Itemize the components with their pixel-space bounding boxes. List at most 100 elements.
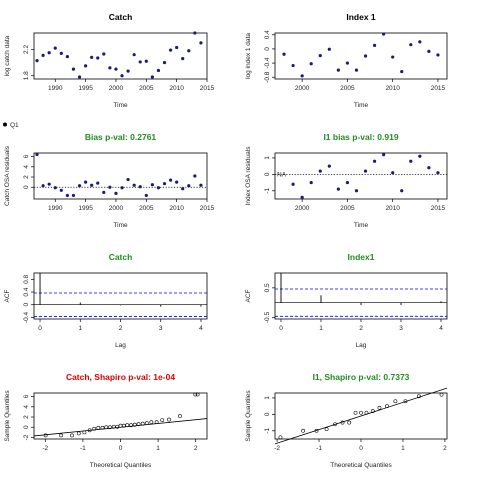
legend-label: Q1	[10, 122, 19, 129]
y-tick-label: -0.5	[264, 312, 271, 324]
x-tick-label: -2	[274, 445, 280, 452]
data-point	[314, 428, 319, 433]
data-point	[160, 418, 165, 422]
data-point	[108, 66, 112, 70]
data-point	[156, 68, 161, 73]
x-axis-label: Theoretical Quantiles	[90, 462, 152, 469]
data-point	[144, 421, 149, 426]
data-point	[282, 52, 286, 56]
data-point	[132, 183, 136, 187]
data-point	[354, 189, 359, 193]
x-tick-label: -1	[316, 445, 322, 452]
data-point	[96, 425, 101, 430]
data-point	[324, 427, 329, 432]
data-point	[372, 43, 377, 47]
data-point	[187, 184, 191, 188]
data-point	[168, 178, 173, 182]
data-point	[102, 52, 106, 56]
plot-frame	[274, 272, 448, 320]
x-tick-label: 0	[279, 325, 283, 332]
panel-qq-index1: I1, Shapiro p-val: 0.7373 -2 -1 0 1 2 -1 0 1 Theo…	[245, 372, 448, 469]
x-tick-label: 2010	[169, 205, 184, 212]
y-axis-label: Sample Quantiles	[245, 390, 252, 442]
x-tick-label: -2	[42, 445, 48, 452]
x-tick-label: 2	[359, 325, 363, 332]
legend-marker	[3, 122, 7, 127]
x-tick-label: 2010	[169, 85, 184, 92]
data-point	[90, 55, 94, 59]
data-point	[193, 174, 197, 178]
data-point	[120, 186, 124, 190]
data-point	[125, 423, 130, 428]
data-point	[35, 59, 39, 63]
data-point	[377, 405, 382, 410]
data-point	[96, 56, 100, 60]
data-point	[104, 425, 109, 430]
y-tick-label: 0.5	[264, 283, 271, 292]
data-point	[193, 31, 197, 35]
data-point	[132, 53, 136, 57]
data-point	[300, 74, 304, 78]
data-point	[59, 51, 63, 55]
data-point	[364, 410, 369, 415]
data-point	[59, 188, 63, 192]
data-point	[92, 426, 97, 431]
data-point	[382, 153, 386, 157]
y-tick-label: 1	[264, 396, 271, 400]
y-tick-label: 6	[23, 154, 30, 158]
y-tick-label: 0	[23, 303, 30, 307]
y-axis-label: ACF	[245, 289, 252, 302]
data-point	[77, 75, 82, 79]
plot-frame	[33, 392, 208, 440]
x-tick-label: 0	[119, 445, 123, 452]
data-point	[118, 423, 123, 428]
x-tick-label: 2015	[431, 85, 446, 92]
data-point	[83, 64, 88, 68]
x-tick-label: 1995	[78, 85, 93, 92]
data-point	[400, 189, 404, 193]
data-point	[193, 392, 198, 397]
panel-title: Bias p-val: 0.2761	[85, 132, 157, 142]
data-point	[327, 164, 331, 168]
y-axis-label: Sample Quantiles	[4, 390, 11, 442]
x-tick-label: 3	[159, 325, 163, 332]
panel-acf-index1: Index1 0 1 2 3 4 -0.5 0.5 Lag ACF	[245, 252, 448, 349]
data-point	[47, 51, 51, 55]
data-point	[65, 193, 69, 198]
x-tick-label: 0	[38, 325, 42, 332]
data-point	[167, 417, 171, 422]
data-point	[154, 420, 159, 425]
data-point	[144, 59, 148, 63]
data-point	[403, 399, 408, 404]
x-tick-label: 4	[439, 325, 443, 332]
data-point	[409, 159, 413, 163]
y-tick-label: 0.4	[23, 287, 30, 296]
x-tick-label: 1995	[78, 205, 93, 212]
x-tick-label: 1990	[48, 85, 63, 92]
data-point	[318, 169, 322, 173]
data-point	[71, 67, 76, 71]
data-point	[363, 54, 368, 58]
data-point	[150, 75, 154, 79]
data-point	[353, 410, 358, 415]
y-tick-label: -1	[264, 428, 271, 434]
x-tick-label: 2015	[200, 205, 215, 212]
data-point	[114, 191, 118, 195]
data-point	[436, 171, 440, 175]
y-tick-label: 0	[264, 47, 271, 51]
data-point	[168, 48, 173, 52]
na-label: NA	[277, 172, 287, 179]
data-point	[149, 420, 154, 425]
data-point	[391, 171, 395, 175]
data-point	[199, 183, 203, 187]
y-tick-label: 2	[23, 415, 30, 419]
y-tick-label: 0	[264, 172, 271, 176]
data-point	[87, 428, 92, 433]
panel-title: Index1	[348, 252, 375, 262]
data-point	[114, 67, 118, 71]
data-point	[108, 425, 112, 430]
data-point	[77, 184, 82, 188]
panel-title: Catch, Shapiro p-val: 1e-04	[66, 372, 175, 382]
x-tick-label: 1	[156, 445, 160, 452]
plot-frame	[274, 152, 448, 200]
